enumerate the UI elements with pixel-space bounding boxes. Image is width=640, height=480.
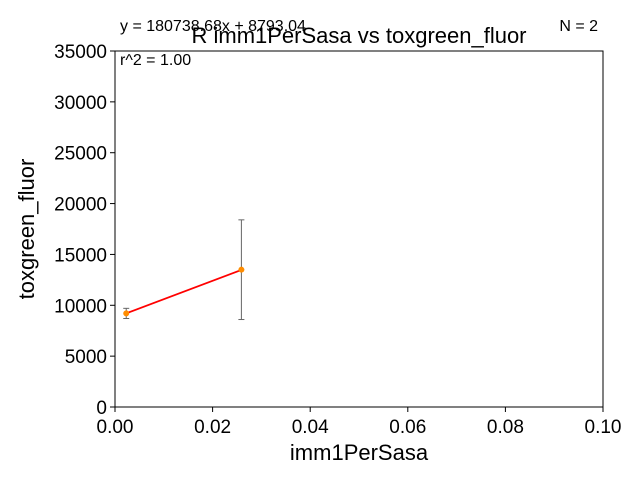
y-axis-ticks: 0 5000 10000 15000 20000 25000 30000 35000: [54, 42, 115, 419]
x-tick-label: 0.04: [292, 417, 329, 438]
y-tick-label: 10000: [54, 296, 107, 317]
y-axis-label: toxgreen_fluor: [14, 159, 39, 300]
plot-frame: [114, 50, 604, 408]
x-tick-label: 0.00: [97, 417, 134, 438]
x-axis-ticks: 0.00 0.02 0.04 0.06 0.08 0.10: [97, 407, 622, 438]
error-bars: [123, 219, 245, 321]
x-tick-label: 0.10: [585, 417, 622, 438]
y-tick-label: 5000: [65, 347, 107, 368]
n-annotation: N = 2: [559, 18, 598, 35]
y-tick-label: 0: [96, 398, 107, 419]
fit-line: [125, 269, 242, 315]
y-tick-label: 35000: [54, 42, 107, 63]
y-tick-label: 30000: [54, 93, 107, 114]
x-tick-label: 0.06: [389, 417, 426, 438]
equation-annotation: y = 180738.68x + 8793.04: [120, 18, 306, 35]
x-tick-label: 0.02: [194, 417, 231, 438]
chart-title: R imm1PerSasa vs toxgreen_fluor: [191, 23, 526, 48]
x-axis-label: imm1PerSasa: [290, 440, 429, 465]
r-squared-annotation: r^2 = 1.00: [120, 52, 191, 69]
fit-line-group: [125, 269, 242, 315]
data-point: [238, 266, 245, 273]
y-tick-label: 20000: [54, 195, 107, 216]
data-points: [123, 266, 245, 317]
y-tick-label: 15000: [54, 245, 107, 266]
data-point: [123, 310, 130, 317]
y-tick-label: 25000: [54, 144, 107, 165]
x-tick-label: 0.08: [487, 417, 524, 438]
